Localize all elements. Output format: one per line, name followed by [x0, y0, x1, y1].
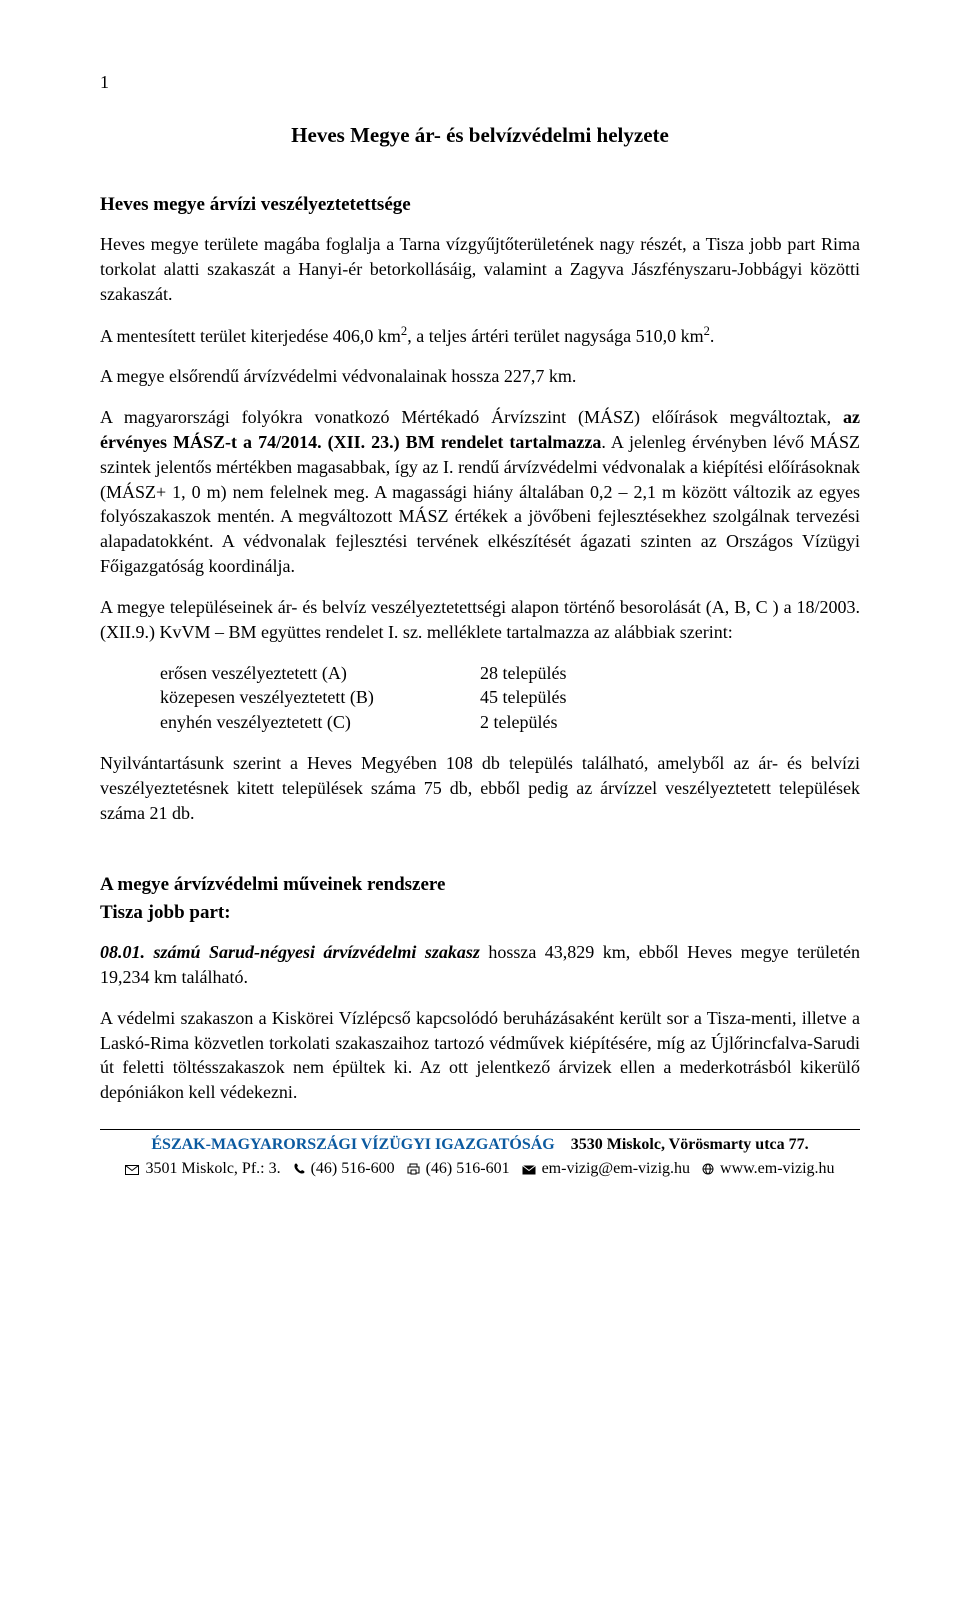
list-item: enyhén veszélyeztetett (C) 2 település	[160, 710, 860, 735]
paragraph-area: A mentesített terület kiterjedése 406,0 …	[100, 323, 860, 349]
text: (46) 516-601	[426, 1160, 510, 1177]
list-item: közepesen veszélyeztetett (B) 45 települ…	[160, 685, 860, 710]
footer-email: em-vizig@em-vizig.hu	[522, 1160, 694, 1177]
footer-line-2: 3501 Miskolc, Pf.: 3. (46) 516-600 (46) …	[100, 1158, 860, 1182]
danger-value: 28 település	[480, 661, 566, 686]
footer-separator	[100, 1129, 860, 1130]
footer-line-1: ÉSZAK-MAGYARORSZÁGI VÍZÜGYI IGAZGATÓSÁG …	[100, 1134, 860, 1156]
paragraph-kiskore: A védelmi szakaszon a Kiskörei Vízlépcső…	[100, 1006, 860, 1105]
paragraph-intro: Heves megye területe magába foglalja a T…	[100, 232, 860, 306]
phone-icon	[293, 1160, 305, 1182]
footer-org: ÉSZAK-MAGYARORSZÁGI VÍZÜGYI IGAZGATÓSÁG	[151, 1136, 554, 1153]
paragraph-registry: Nyilvántartásunk szerint a Heves Megyébe…	[100, 751, 860, 825]
envelope-icon	[125, 1160, 139, 1182]
text: A mentesített terület kiterjedése 406,0 …	[100, 326, 401, 346]
document-page: 1 Heves Megye ár- és belvízvédelmi helyz…	[0, 0, 960, 1222]
bold-italic-text: 08.01. számú Sarud-négyesi árvízvédelmi …	[100, 942, 480, 962]
text: em-vizig@em-vizig.hu	[542, 1160, 690, 1177]
text: A magyarországi folyókra vonatkozó Mérté…	[100, 407, 843, 427]
list-item: erősen veszélyeztetett (A) 28 település	[160, 661, 860, 686]
paragraph-length: A megye elsőrendű árvízvédelmi védvonala…	[100, 364, 860, 389]
fax-icon	[407, 1160, 420, 1182]
page-number: 1	[100, 70, 860, 95]
danger-value: 2 település	[480, 710, 557, 735]
footer-phone: (46) 516-600	[293, 1160, 399, 1177]
footer-web: www.em-vizig.hu	[702, 1160, 835, 1177]
paragraph-masz: A magyarországi folyókra vonatkozó Mérté…	[100, 405, 860, 579]
globe-icon	[702, 1160, 714, 1182]
footer-address: 3530 Miskolc, Vörösmarty utca 77.	[571, 1136, 809, 1153]
danger-value: 45 település	[480, 685, 566, 710]
text: .	[710, 326, 715, 346]
section-heading-system: A megye árvízvédelmi műveinek rendszere	[100, 872, 860, 898]
text: Heves megye területe magába foglalja a T…	[100, 234, 860, 304]
paragraph-section-0801: 08.01. számú Sarud-négyesi árvízvédelmi …	[100, 940, 860, 990]
section-heading-hazard: Heves megye árvízi veszélyeztetettsége	[100, 192, 860, 218]
footer-mail: 3501 Miskolc, Pf.: 3.	[125, 1160, 284, 1177]
footer-fax: (46) 516-601	[407, 1160, 514, 1177]
paragraph-classification: A megye településeinek ár- és belvíz ves…	[100, 595, 860, 645]
danger-classification-list: erősen veszélyeztetett (A) 28 település …	[160, 661, 860, 735]
section-heading-tisza: Tisza jobb part:	[100, 900, 860, 926]
text: www.em-vizig.hu	[720, 1160, 835, 1177]
text: , a teljes ártéri terület nagysága 510,0…	[407, 326, 703, 346]
email-icon	[522, 1160, 536, 1182]
text: 3501 Miskolc, Pf.: 3.	[145, 1160, 280, 1177]
text: (46) 516-600	[311, 1160, 395, 1177]
document-title: Heves Megye ár- és belvízvédelmi helyzet…	[100, 121, 860, 150]
danger-label: enyhén veszélyeztetett (C)	[160, 710, 480, 735]
danger-label: erősen veszélyeztetett (A)	[160, 661, 480, 686]
text: . A jelenleg érvényben lévő MÁSZ szintek…	[100, 432, 860, 576]
spacer	[100, 842, 860, 872]
danger-label: közepesen veszélyeztetett (B)	[160, 685, 480, 710]
